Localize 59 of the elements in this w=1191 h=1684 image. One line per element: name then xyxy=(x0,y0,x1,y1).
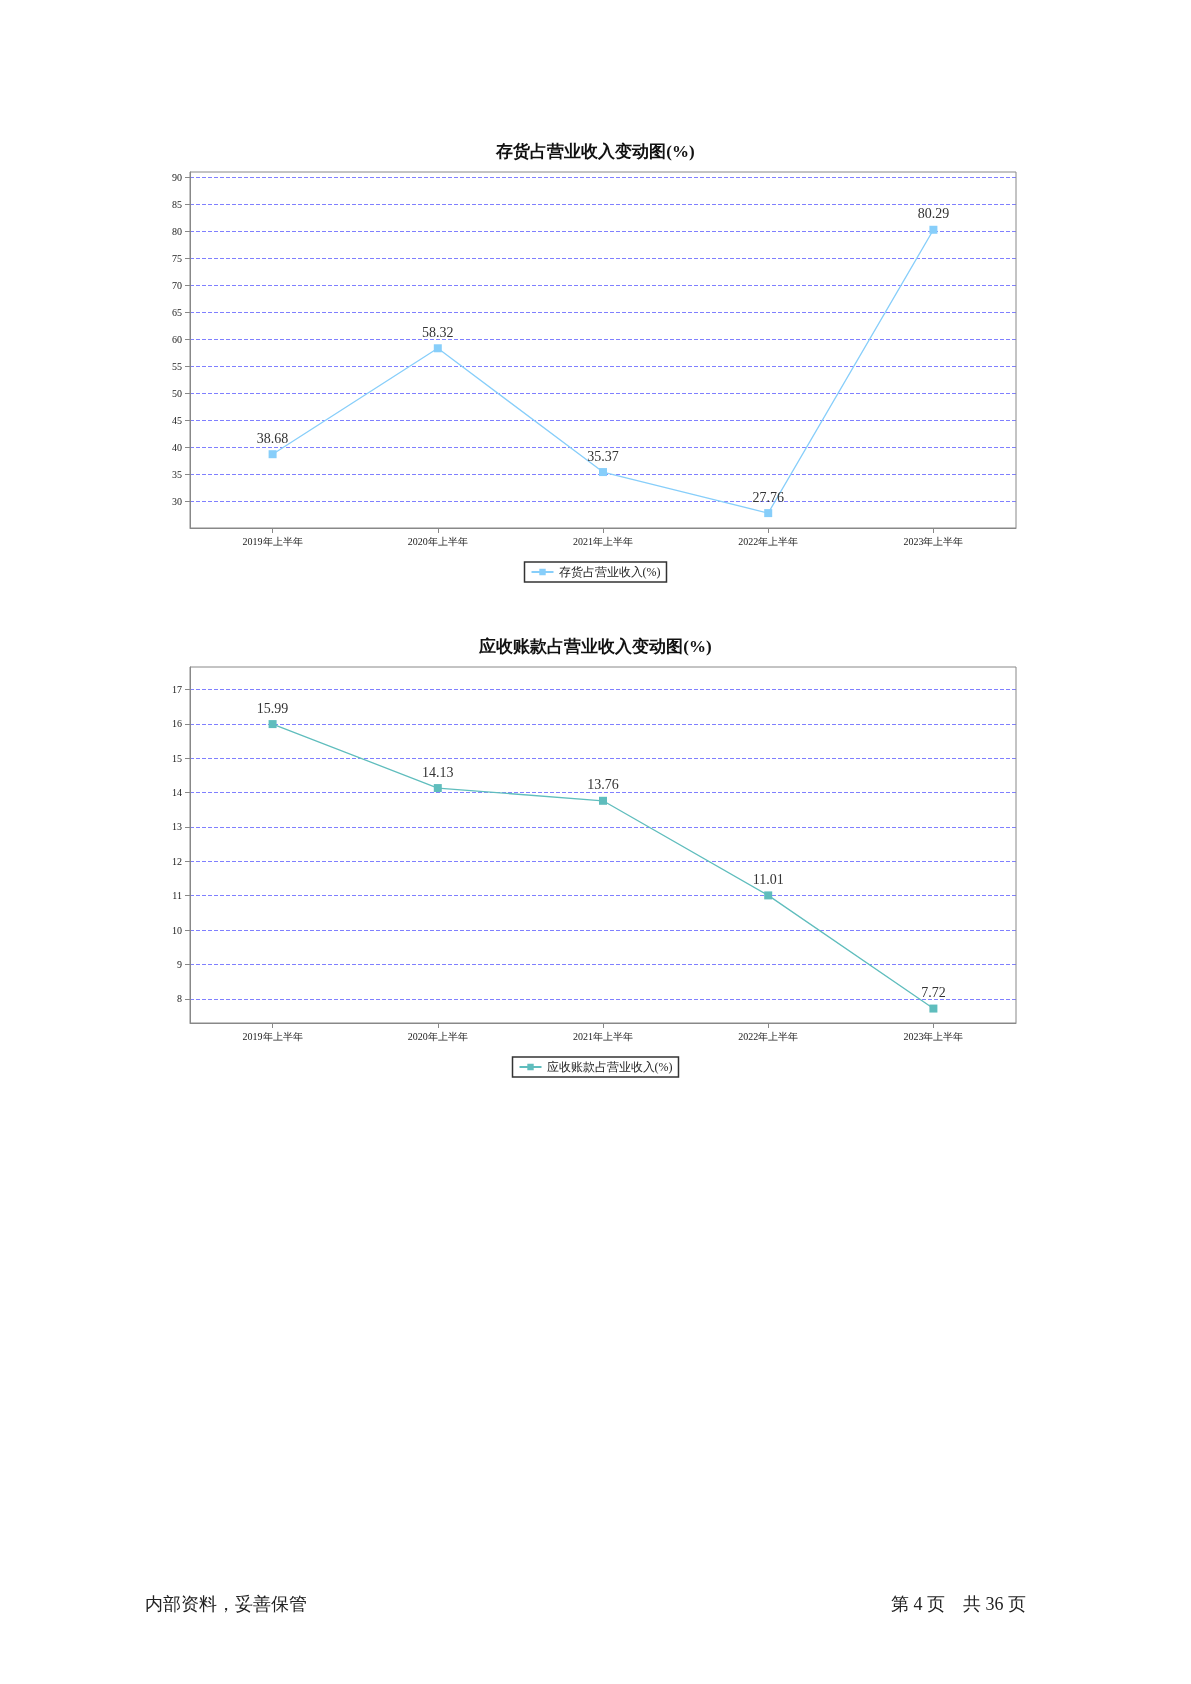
x-tick-label: 2021年上半年 xyxy=(573,535,633,547)
text: 内部资料，妥善保管 xyxy=(145,1594,307,1614)
y-tick-label: 65 xyxy=(172,306,182,318)
data-label: 14.13 xyxy=(422,764,454,780)
y-tick-label: 11 xyxy=(172,890,182,902)
data-label: 38.68 xyxy=(256,430,289,446)
y-tick-label: 40 xyxy=(172,441,182,453)
point xyxy=(599,796,607,805)
point xyxy=(764,509,773,518)
y-tick-label: 8 xyxy=(177,993,182,1005)
point xyxy=(268,720,277,729)
x-tick-label: 2022年上半年 xyxy=(738,535,799,547)
legend-label: 存货占营业收入(%) xyxy=(558,565,661,579)
y-tick-label: 80 xyxy=(172,225,182,237)
y-tick-label: 9 xyxy=(177,959,182,971)
y-tick-label: 75 xyxy=(172,252,182,264)
data-label: 58.32 xyxy=(422,324,454,340)
y-tick-label: 90 xyxy=(172,171,182,183)
y-tick-label: 10 xyxy=(172,924,182,936)
legend-label: 应收账款占营业收入(%) xyxy=(546,1060,673,1074)
data-label: 35.37 xyxy=(587,448,619,464)
data-label: 7.72 xyxy=(921,985,946,1001)
data-label: 15.99 xyxy=(256,700,289,716)
y-tick-label: 35 xyxy=(172,468,182,480)
y-tick-label: 15 xyxy=(172,752,182,764)
x-tick-label: 2019年上半年 xyxy=(242,1030,303,1042)
y-tick-label: 17 xyxy=(172,683,182,695)
point xyxy=(268,450,277,459)
point xyxy=(599,468,607,477)
y-tick-label: 12 xyxy=(172,855,182,867)
x-tick-label: 2020年上半年 xyxy=(407,535,468,547)
y-tick-label: 30 xyxy=(172,495,182,507)
chart-title: 应收账款占营业收入变动图(%) xyxy=(478,637,712,656)
point xyxy=(433,784,442,793)
point xyxy=(764,891,773,900)
data-label: 13.76 xyxy=(587,777,619,793)
x-tick-label: 2020年上半年 xyxy=(407,1030,468,1042)
y-tick-label: 16 xyxy=(172,718,182,730)
x-tick-label: 2022年上半年 xyxy=(738,1030,799,1042)
y-tick-label: 14 xyxy=(172,787,182,799)
y-tick-label: 55 xyxy=(172,360,182,372)
point xyxy=(929,225,938,234)
y-tick-label: 70 xyxy=(172,279,182,291)
data-label: 27.76 xyxy=(752,489,784,505)
x-tick-label: 2019年上半年 xyxy=(242,535,303,547)
y-tick-label: 85 xyxy=(172,198,182,210)
point xyxy=(929,1004,938,1013)
y-tick-label: 60 xyxy=(172,333,182,345)
x-tick-label: 2021年上半年 xyxy=(573,1030,633,1042)
chart-title: 存货占营业收入变动图(%) xyxy=(495,142,695,161)
y-tick-label: 50 xyxy=(172,387,182,399)
data-label: 11.01 xyxy=(752,871,784,887)
x-tick-label: 2023年上半年 xyxy=(903,535,964,547)
data-label: 80.29 xyxy=(917,206,950,222)
x-tick-label: 2023年上半年 xyxy=(903,1030,964,1042)
y-tick-label: 45 xyxy=(172,414,182,426)
y-tick-label: 13 xyxy=(172,821,182,833)
text: 第 4 页 共 36 页 xyxy=(891,1594,1026,1614)
point xyxy=(433,344,442,353)
